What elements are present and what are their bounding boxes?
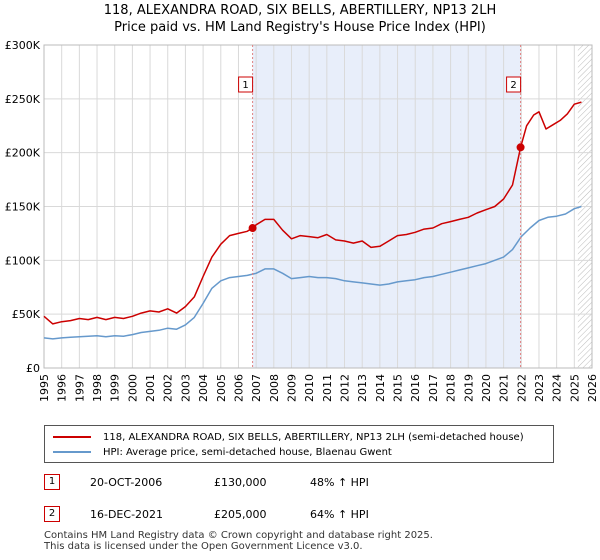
footer-licence: This data is licensed under the Open Gov… — [44, 541, 363, 552]
sale-hpi-change: 64% ↑ HPI — [310, 508, 369, 521]
x-tick-label: 2017 — [427, 374, 440, 402]
sale-marker-badge — [238, 76, 254, 93]
x-tick-label: 2006 — [232, 374, 245, 402]
sale-number-badge: 2 — [44, 506, 60, 522]
x-tick-label: 2007 — [250, 374, 263, 402]
x-tick-label: 2024 — [551, 374, 564, 402]
title-address: 118, ALEXANDRA ROAD, SIX BELLS, ABERTILL… — [103, 3, 497, 18]
x-tick-label: 2016 — [409, 374, 422, 402]
y-tick-label: £200K — [5, 147, 41, 160]
x-tick-label: 2012 — [339, 374, 352, 402]
x-tick-label: 1996 — [56, 374, 69, 402]
x-tick-label: 2021 — [498, 374, 511, 402]
legend-property-swatch — [53, 436, 91, 438]
x-tick-label: 2013 — [356, 374, 369, 402]
chart-legend: 118, ALEXANDRA ROAD, SIX BELLS, ABERTILL… — [44, 425, 554, 463]
x-tick-label: 2023 — [533, 374, 546, 402]
x-tick-label: 2026 — [586, 374, 599, 402]
y-tick-label: £150K — [5, 201, 41, 214]
footer-copyright: Contains HM Land Registry data © Crown c… — [44, 530, 433, 541]
sale-hpi-change: 48% ↑ HPI — [310, 476, 369, 489]
footer-attribution: Contains HM Land Registry data © Crown c… — [44, 530, 433, 552]
y-tick-label: £50K — [12, 308, 41, 321]
x-tick-label: 2005 — [215, 374, 228, 402]
x-tick-label: 2001 — [144, 374, 157, 402]
price-chart: £0 £50K £100K £150K £200K £250K £300K 1995 1996 1… — [5, 39, 599, 402]
x-tick-label: 2000 — [126, 374, 139, 402]
sale-number-badge: 1 — [44, 474, 60, 490]
sale-row: 1 20-OCT-2006 £130,000 48% ↑ HPI — [44, 474, 544, 494]
legend-hpi-label: HPI: Average price, semi-detached house,… — [103, 446, 392, 458]
sale-marker-label: 2 — [510, 80, 516, 91]
x-tick-label: 2022 — [515, 374, 528, 402]
x-tick-label: 1997 — [73, 374, 86, 402]
plot-frame — [43, 44, 593, 369]
legend-hpi-swatch — [53, 451, 91, 453]
x-tick-label: 2011 — [321, 374, 334, 402]
x-tick-label: 2002 — [162, 374, 175, 402]
y-tick-label: £100K — [5, 254, 41, 267]
x-tick-label: 2009 — [285, 374, 298, 402]
chart-title: 118, ALEXANDRA ROAD, SIX BELLS, ABERTILL… — [0, 2, 600, 36]
x-tick-label: 2010 — [303, 374, 316, 402]
x-tick-label: 1995 — [38, 374, 51, 402]
x-tick-label: 2015 — [392, 374, 405, 402]
y-tick-label: £0 — [26, 362, 40, 375]
sale-price: £205,000 — [214, 508, 267, 521]
x-tick-label: 1998 — [91, 374, 104, 402]
x-tick-label: 2008 — [268, 374, 281, 402]
x-tick-label: 2018 — [445, 374, 458, 402]
x-tick-label: 2020 — [480, 374, 493, 402]
title-subtitle: Price paid vs. HM Land Registry's House … — [114, 20, 486, 35]
sale-date: 16-DEC-2021 — [90, 508, 164, 521]
x-tick-label: 2004 — [197, 374, 210, 402]
sale-marker-badge — [506, 76, 522, 93]
x-tick-label: 2003 — [179, 374, 192, 402]
y-tick-label: £250K — [5, 93, 41, 106]
sale-marker-label: 1 — [242, 80, 248, 91]
property-price-line — [43, 101, 582, 325]
y-tick-label: £300K — [5, 39, 41, 52]
x-tick-label: 2025 — [568, 374, 581, 402]
legend-item-hpi: HPI: Average price, semi-detached house,… — [53, 445, 392, 459]
sale-row: 2 16-DEC-2021 £205,000 64% ↑ HPI — [44, 506, 544, 526]
sale-point — [248, 224, 257, 233]
legend-property-label: 118, ALEXANDRA ROAD, SIX BELLS, ABERTILL… — [103, 431, 524, 443]
sale-date: 20-OCT-2006 — [90, 476, 163, 489]
sale-price: £130,000 — [214, 476, 267, 489]
x-tick-label: 1999 — [109, 374, 122, 402]
x-tick-label: 2019 — [462, 374, 475, 402]
legend-item-property: 118, ALEXANDRA ROAD, SIX BELLS, ABERTILL… — [53, 430, 524, 444]
sale-point — [516, 143, 525, 152]
hpi-line — [43, 205, 582, 340]
x-tick-label: 2014 — [374, 374, 387, 402]
